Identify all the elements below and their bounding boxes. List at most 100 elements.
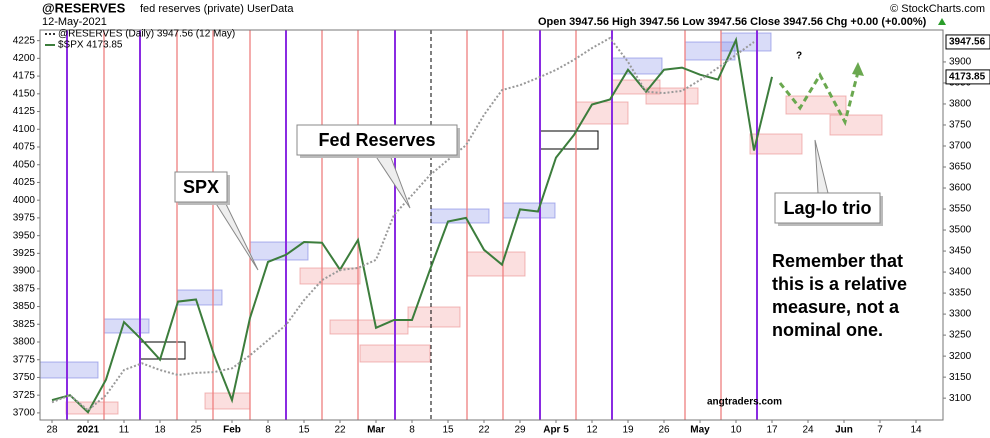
zone-box [575, 101, 629, 125]
x-tick-label: 10 [730, 425, 742, 436]
x-tick-label: Mar [367, 425, 385, 436]
y2-tick-label: 3550 [949, 204, 972, 215]
zone-box [611, 57, 663, 75]
y-tick-label: 3800 [13, 337, 36, 348]
x-tick-label: 26 [658, 425, 670, 436]
note-text: nominal one. [772, 320, 883, 340]
y-tick-label: 4000 [13, 195, 36, 206]
quote: Open 3947.56 High 3947.56 Low 3947.56 Cl… [538, 16, 927, 28]
y-tick-label: 3875 [13, 283, 36, 294]
x-tick-label: May [690, 425, 710, 436]
x-tick-label: 15 [298, 425, 310, 436]
callout-box [174, 171, 228, 203]
y2-tick-label: 3200 [949, 351, 972, 362]
y-tick-label: 4150 [13, 88, 36, 99]
x-tick-label: 24 [802, 425, 814, 436]
y-tick-label: 3950 [13, 230, 36, 241]
y-tick-label: 3925 [13, 248, 36, 259]
site-text: angtraders.com [707, 397, 782, 408]
y-tick-label: 3750 [13, 372, 36, 383]
x-tick-label: 19 [622, 425, 634, 436]
y-tick-label: 3850 [13, 301, 36, 312]
note-text: this is a relative [772, 274, 907, 294]
chart-date: 12-May-2021 [42, 16, 107, 28]
y2-tick-label: 3900 [949, 57, 972, 68]
y2-tick-label: 3450 [949, 246, 972, 257]
note-text: Remember that [772, 251, 903, 271]
zone-box [430, 208, 490, 224]
zone-box [466, 251, 526, 277]
y-tick-label: 3900 [13, 266, 36, 277]
projection-head [852, 62, 864, 76]
y2-tick-label: 3600 [949, 183, 972, 194]
x-tick-label: 2021 [77, 425, 100, 436]
y-tick-label: 4025 [13, 177, 36, 188]
zone-box [103, 318, 150, 334]
x-tick-label: 14 [910, 425, 922, 436]
x-tick-label: 8 [265, 425, 271, 436]
y-tick-label: 4075 [13, 142, 36, 153]
callout-text: Fed Reserves [318, 130, 435, 150]
note-text: measure, not a [772, 297, 900, 317]
y-tick-label: 4225 [13, 35, 36, 46]
question-mark: ? [796, 51, 802, 62]
y-tick-label: 3975 [13, 213, 36, 224]
zone-box [749, 133, 803, 155]
chart-subtitle: fed reserves (private) UserData [140, 3, 294, 15]
x-tick-label: 17 [766, 425, 778, 436]
y-tick-label: 4200 [13, 53, 36, 64]
x-tick-label: 18 [154, 425, 166, 436]
x-tick-label: Jun [835, 425, 853, 436]
x-tick-label: 25 [190, 425, 202, 436]
y2-tick-label: 3750 [949, 120, 972, 131]
x-tick-label: 22 [478, 425, 490, 436]
y2-tick-label: 3150 [949, 372, 972, 383]
zone-box [329, 319, 409, 335]
series-line [51, 36, 773, 414]
y2-tick-label: 3300 [949, 309, 972, 320]
callout-box [296, 124, 458, 156]
up-arrow [938, 18, 946, 25]
y-tick-label: 4100 [13, 124, 36, 135]
y-tick-label: 3775 [13, 354, 36, 365]
y2-tick-label: 3500 [949, 225, 972, 236]
value-tag [945, 34, 990, 50]
y-tick-label: 4125 [13, 106, 36, 117]
x-tick-label: 12 [586, 425, 598, 436]
zone-box [785, 95, 847, 115]
plot-frame [39, 29, 944, 421]
zone-box [176, 289, 223, 306]
y2-tick-label: 3400 [949, 267, 972, 278]
y-tick-label: 4175 [13, 71, 36, 82]
series-line [51, 36, 755, 412]
x-tick-label: 28 [46, 425, 58, 436]
projection [778, 71, 860, 127]
x-tick-label: 29 [514, 425, 526, 436]
x-tick-label: 11 [119, 425, 130, 436]
y-tick-label: 3725 [13, 390, 36, 401]
x-tick-label: 15 [442, 425, 454, 436]
x-tick-label: 22 [334, 425, 346, 436]
value-tag-label: 3947.56 [949, 37, 986, 48]
y2-tick-label: 3650 [949, 162, 972, 173]
x-tick-label: Apr 5 [543, 425, 569, 436]
zone-box [204, 392, 251, 410]
callout-box [774, 192, 881, 224]
value-tag-label: 4173.85 [949, 72, 986, 83]
y2-tick-label: 3250 [949, 330, 972, 341]
chart-title: @RESERVES [42, 0, 126, 15]
callout-text: Lag-lo trio [784, 198, 872, 218]
y-tick-label: 3700 [13, 408, 36, 419]
y2-tick-label: 3100 [949, 393, 972, 404]
callout-text: SPX [183, 177, 219, 197]
zone-box [407, 306, 461, 328]
y-tick-label: 4050 [13, 159, 36, 170]
x-tick-label: Feb [223, 425, 241, 436]
y-tick-label: 3825 [13, 319, 36, 330]
source: © StockCharts.com [890, 3, 985, 15]
x-tick-label: 7 [877, 425, 883, 436]
y2-tick-label: 3350 [949, 288, 972, 299]
zone-box [720, 32, 772, 52]
zone-box [645, 87, 699, 105]
